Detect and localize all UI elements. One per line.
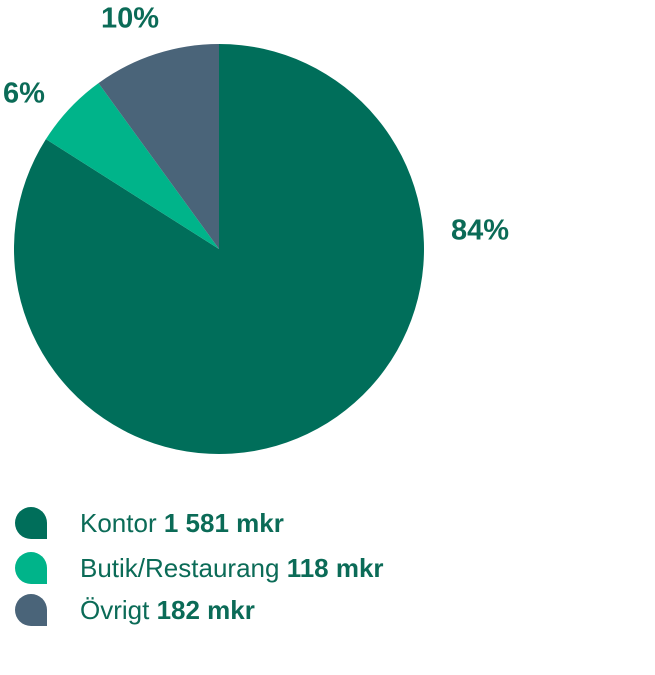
legend-marker (15, 594, 47, 626)
pie-slice (45, 83, 219, 249)
legend-category: Butik/Restaurang (80, 553, 279, 583)
legend-category: Kontor (80, 508, 157, 538)
legend-label: Kontor 1 581 mkr (80, 508, 284, 538)
legend-amount: 182 mkr (157, 595, 255, 625)
legend-marker (15, 552, 47, 584)
legend-amount: 118 mkr (287, 553, 384, 583)
pie-slice (14, 44, 425, 455)
legend-amount: 1 581 mkr (164, 508, 284, 538)
value-label: 84% (451, 215, 509, 247)
legend-label: Butik/Restaurang 118 mkr (80, 553, 384, 583)
legend-label: Övrigt 182 mkr (80, 595, 255, 625)
value-label: 6% (3, 78, 45, 110)
value-label: 10% (101, 3, 159, 35)
legend-marker (15, 507, 47, 539)
legend-category: Övrigt (80, 595, 150, 625)
pie-slice (98, 44, 219, 249)
